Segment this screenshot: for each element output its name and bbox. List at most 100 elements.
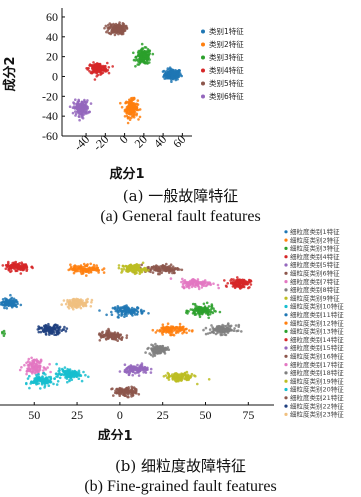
data-point — [137, 368, 140, 371]
data-point — [82, 370, 85, 374]
data-point — [54, 333, 58, 337]
data-point — [30, 380, 33, 383]
data-point — [123, 363, 127, 366]
data-point — [207, 305, 211, 308]
data-point — [70, 374, 73, 378]
data-point — [72, 271, 76, 275]
data-point — [44, 379, 48, 382]
data-point — [40, 326, 44, 330]
data-point — [229, 279, 232, 282]
data-point — [170, 327, 174, 331]
data-point — [151, 328, 155, 332]
data-point — [247, 280, 250, 284]
data-point — [90, 301, 93, 304]
data-point — [4, 267, 8, 270]
data-point — [103, 65, 106, 68]
data-point — [73, 107, 77, 110]
data-point — [133, 272, 137, 276]
series-3-points — [132, 42, 155, 68]
legend-label: 细粒度类别8特征 — [290, 285, 340, 294]
data-point — [197, 285, 201, 289]
data-point — [149, 367, 153, 371]
data-point — [3, 306, 6, 310]
data-point — [81, 267, 85, 271]
data-point — [137, 374, 141, 377]
data-point — [35, 381, 38, 384]
legend-marker — [284, 255, 288, 259]
data-point — [212, 327, 215, 331]
data-point — [87, 375, 90, 379]
data-point — [195, 313, 198, 316]
legend-marker — [284, 338, 288, 342]
data-point — [201, 283, 204, 287]
data-point — [78, 106, 82, 110]
data-point — [150, 347, 153, 350]
data-point — [144, 62, 147, 65]
data-point — [223, 328, 226, 331]
data-point — [65, 375, 69, 379]
data-point — [185, 370, 189, 374]
data-point — [9, 303, 12, 307]
data-point — [140, 56, 143, 60]
data-point — [136, 306, 139, 309]
data-point — [168, 270, 172, 273]
data-point — [39, 359, 43, 362]
legend-label: 细粒度类别9特征 — [290, 293, 340, 302]
data-point — [180, 268, 184, 272]
data-point — [37, 376, 41, 380]
data-point — [77, 115, 81, 118]
data-point — [242, 283, 245, 286]
data-point — [46, 366, 49, 369]
data-point — [82, 302, 85, 305]
data-point — [110, 313, 114, 316]
data-point — [7, 260, 10, 264]
legend-label: 细粒度类别20特征 — [290, 385, 344, 394]
data-point — [240, 330, 243, 333]
legend-marker — [284, 379, 288, 383]
data-point — [44, 330, 48, 333]
data-point — [76, 305, 80, 309]
data-point — [203, 281, 207, 285]
data-point — [58, 328, 61, 331]
data-point — [36, 368, 39, 372]
data-point — [131, 309, 134, 312]
data-point — [113, 33, 117, 37]
data-point — [39, 387, 42, 390]
data-point — [135, 113, 138, 117]
data-point — [187, 310, 190, 313]
legend-marker — [201, 55, 205, 60]
data-point — [84, 268, 87, 272]
legend-label: 细粒度类别2特征 — [290, 235, 340, 244]
caption-b-en: (b) Fine-grained fault features — [84, 478, 277, 495]
data-point — [211, 311, 215, 315]
data-point — [110, 310, 113, 314]
data-point — [79, 103, 82, 106]
data-point — [173, 73, 176, 76]
legend-label: 细粒度类别3特征 — [290, 244, 340, 253]
data-point — [25, 266, 29, 269]
data-point — [129, 312, 133, 315]
data-point — [77, 104, 80, 107]
legend-marker — [284, 288, 288, 292]
data-point — [125, 314, 128, 317]
data-point — [59, 373, 63, 376]
data-point — [144, 46, 148, 49]
data-point — [58, 325, 62, 329]
data-point — [183, 372, 187, 375]
data-point — [137, 263, 141, 267]
data-point — [6, 265, 10, 268]
data-point — [226, 282, 229, 285]
data-point — [167, 266, 170, 269]
data-point — [98, 332, 101, 335]
data-point — [183, 377, 186, 381]
data-point — [69, 265, 73, 269]
caption-a-cn: (a) 一般故障特征 — [122, 187, 239, 205]
data-point — [171, 373, 174, 376]
data-point — [170, 80, 173, 83]
data-point — [120, 105, 124, 109]
data-point — [66, 298, 69, 302]
data-point — [153, 349, 156, 353]
data-point — [247, 286, 250, 290]
data-point — [166, 322, 170, 325]
legend-label: 细粒度类别19特征 — [290, 376, 344, 385]
